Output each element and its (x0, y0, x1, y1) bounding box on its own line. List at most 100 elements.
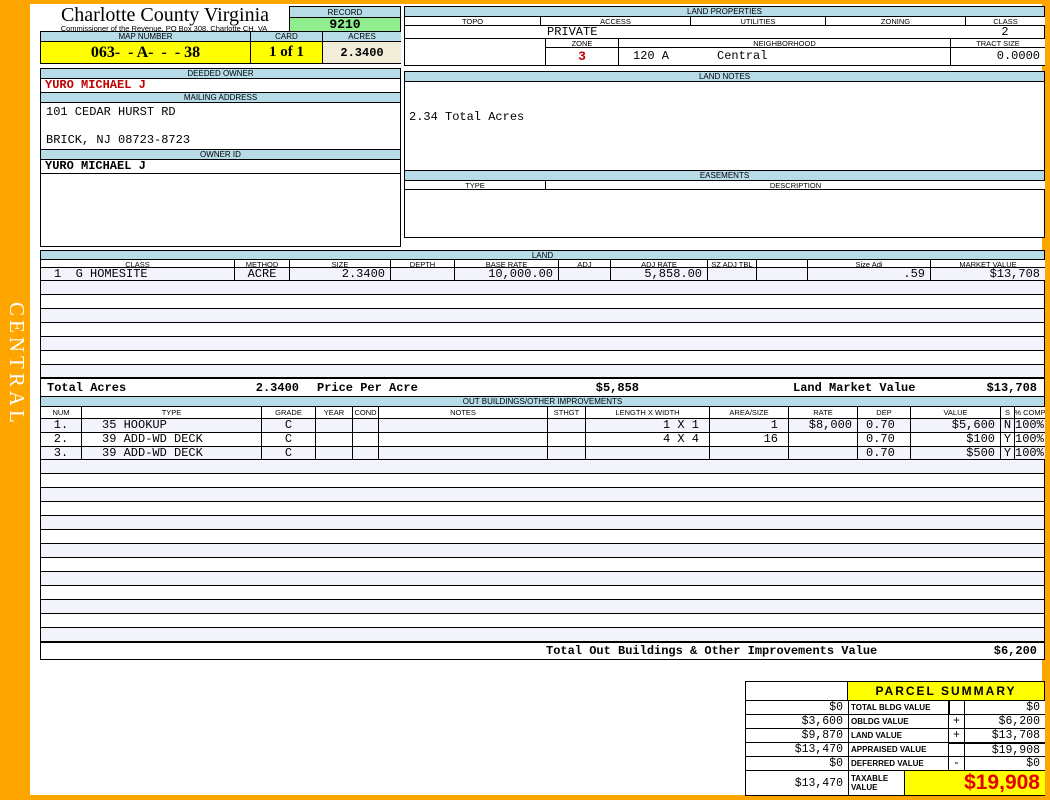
address-line1: 101 CEDAR HURST RD (46, 105, 176, 119)
ps-label: APPRAISED VALUE (848, 742, 948, 757)
card-value: 1 of 1 (250, 41, 322, 64)
ps-prior: $0 (745, 700, 848, 715)
ob-value: $500 (910, 446, 1000, 460)
land-size: 2.3400 (289, 267, 390, 281)
price-per-acre-label: Price Per Acre (317, 381, 418, 395)
ob-pct-comp: 100% (1014, 432, 1045, 447)
ps-sign (948, 742, 964, 757)
ps-label: LAND VALUE (848, 728, 948, 743)
ps-taxable-label: TAXABLE VALUE (848, 770, 904, 796)
ob-rate: $8,000 (788, 418, 857, 433)
land-note-text: 2.34 Total Acres (409, 110, 525, 124)
ps-row-land: $9,870 LAND VALUE + $13,708 (745, 728, 1045, 743)
ob-sthgt (547, 432, 585, 447)
record-value: 9210 (289, 17, 401, 32)
ob-length-width (585, 446, 709, 460)
ps-value: $13,708 (964, 728, 1045, 743)
neighborhood-cell: 120 A Central (618, 47, 950, 66)
total-acres-value: 2.3400 (255, 381, 299, 395)
ob-area-size: 16 (709, 432, 788, 447)
ob-year (315, 418, 352, 433)
ob-row-1: 1. 35 HOOKUP C 1 X 1 1 $8,000 0.70 $5,60… (40, 418, 1045, 433)
ps-sign: + (948, 714, 964, 729)
ps-taxable-value: $19,908 (904, 770, 1045, 796)
ob-notes (378, 432, 547, 447)
ob-grade: C (261, 418, 315, 433)
ps-prior: $0 (745, 756, 848, 771)
topo-empty-box (404, 38, 546, 66)
class-value: 2 (1001, 25, 1009, 39)
ob-area-size: 1 (709, 418, 788, 433)
easements-box (404, 189, 1045, 238)
map-number-value: 063- - A- - - 38 (40, 41, 250, 64)
ob-sthgt (547, 446, 585, 460)
land-totals-row: Total Acres 2.3400 Price Per Acre $5,858… (40, 377, 1045, 397)
ps-row-appraised: $13,470 APPRAISED VALUE $19,908 (745, 742, 1045, 757)
owner-id-value: YURO MICHAEL J (40, 159, 401, 174)
parcel-summary-title: PARCEL SUMMARY (847, 681, 1045, 701)
neighborhood-name: Central (717, 49, 768, 63)
lp-values-row: PRIVATE 2 (404, 25, 1045, 39)
zone-value: 3 (545, 47, 618, 66)
land-sz-adj-tbl (707, 267, 756, 281)
ps-row-deferred: $0 DEFERRED VALUE - $0 (745, 756, 1045, 771)
ps-value: $19,908 (964, 742, 1045, 757)
ob-row-2: 2. 39 ADD-WD DECK C 4 X 4 16 0.70 $100 Y… (40, 432, 1045, 447)
ob-pct-comp: 100% (1014, 418, 1045, 433)
owner-empty-box (40, 173, 401, 247)
ob-year (315, 432, 352, 447)
ob-dep: 0.70 (857, 446, 910, 460)
ps-label: OBLDG VALUE (848, 714, 948, 729)
ps-title-left-cell (745, 681, 848, 701)
address-line2: BRICK, NJ 08723-8723 (46, 133, 191, 147)
district-vertical-label: CENTRAL (5, 302, 29, 427)
ob-grade: C (261, 446, 315, 460)
land-empty-rows (40, 280, 1045, 378)
land-adj-rate: 5,858.00 (610, 267, 707, 281)
ps-row-total-bldg: $0 TOTAL BLDG VALUE $0 (745, 700, 1045, 715)
price-per-acre-value: $5,858 (595, 381, 639, 395)
ob-total-value: $6,200 (993, 644, 1037, 658)
ob-grade: C (261, 432, 315, 447)
ob-row-3: 3. 39 ADD-WD DECK C 0.70 $500 Y 100% (40, 446, 1045, 460)
ps-label: TOTAL BLDG VALUE (848, 700, 948, 715)
land-depth (390, 267, 454, 281)
ob-value: $100 (910, 432, 1000, 447)
ps-prior: $3,600 (745, 714, 848, 729)
land-blank (756, 267, 807, 281)
ob-s: Y (1000, 432, 1014, 447)
ps-value: $0 (964, 756, 1045, 771)
ps-value: $0 (964, 700, 1045, 715)
ob-type: 39 ADD-WD DECK (81, 446, 261, 460)
ps-row-obldg: $3,600 OBLDG VALUE + $6,200 (745, 714, 1045, 729)
ps-prior: $9,870 (745, 728, 848, 743)
ps-sign: + (948, 728, 964, 743)
ob-dep: 0.70 (857, 418, 910, 433)
ps-row-taxable: $13,470 TAXABLE VALUE $19,908 (745, 770, 1045, 796)
land-base-rate: 10,000.00 (454, 267, 558, 281)
ob-notes (378, 418, 547, 433)
land-notes-box: 2.34 Total Acres (404, 81, 1045, 171)
ps-label: DEFERRED VALUE (848, 756, 948, 771)
ob-cond (352, 446, 378, 460)
ob-cond (352, 418, 378, 433)
land-class: 1 G HOMESITE (40, 267, 234, 281)
neighborhood-code: 120 A (633, 49, 670, 63)
ob-cond (352, 432, 378, 447)
tract-size-value: 0.0000 (950, 47, 1045, 66)
ob-num: 3. (40, 446, 81, 460)
mailing-address-box: 101 CEDAR HURST RD BRICK, NJ 08723-8723 (40, 102, 401, 150)
land-market-value-label: Land Market Value (793, 381, 916, 395)
ob-length-width: 1 X 1 (585, 418, 709, 433)
ob-s: N (1000, 418, 1014, 433)
land-size-adj: .59 (807, 267, 930, 281)
acres-value: 2.3400 (322, 41, 401, 64)
land-method: ACRE (234, 267, 289, 281)
land-market-value-total: $13,708 (986, 381, 1037, 395)
ob-num: 2. (40, 432, 81, 447)
ob-notes (378, 446, 547, 460)
ob-year (315, 446, 352, 460)
land-adj (558, 267, 610, 281)
access-value: PRIVATE (547, 25, 598, 39)
